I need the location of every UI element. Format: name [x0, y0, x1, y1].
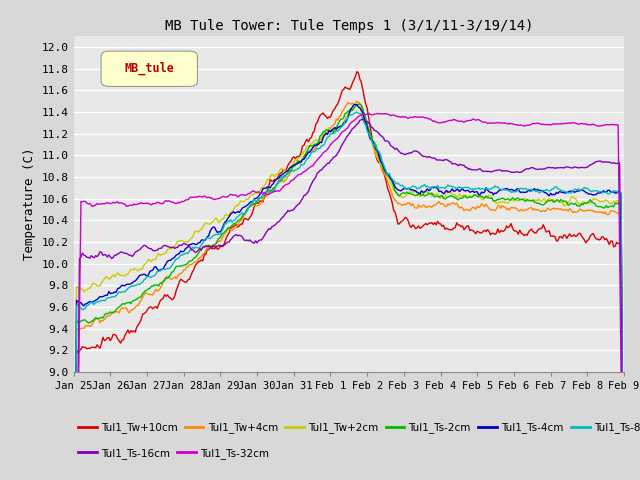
Title: MB Tule Tower: Tule Temps 1 (3/1/11-3/19/14): MB Tule Tower: Tule Temps 1 (3/1/11-3/19…: [164, 20, 533, 34]
Text: MB_tule: MB_tule: [125, 62, 175, 75]
FancyBboxPatch shape: [101, 51, 197, 86]
Legend: Tul1_Ts-16cm, Tul1_Ts-32cm: Tul1_Ts-16cm, Tul1_Ts-32cm: [74, 444, 273, 463]
Y-axis label: Temperature (C): Temperature (C): [23, 148, 36, 260]
